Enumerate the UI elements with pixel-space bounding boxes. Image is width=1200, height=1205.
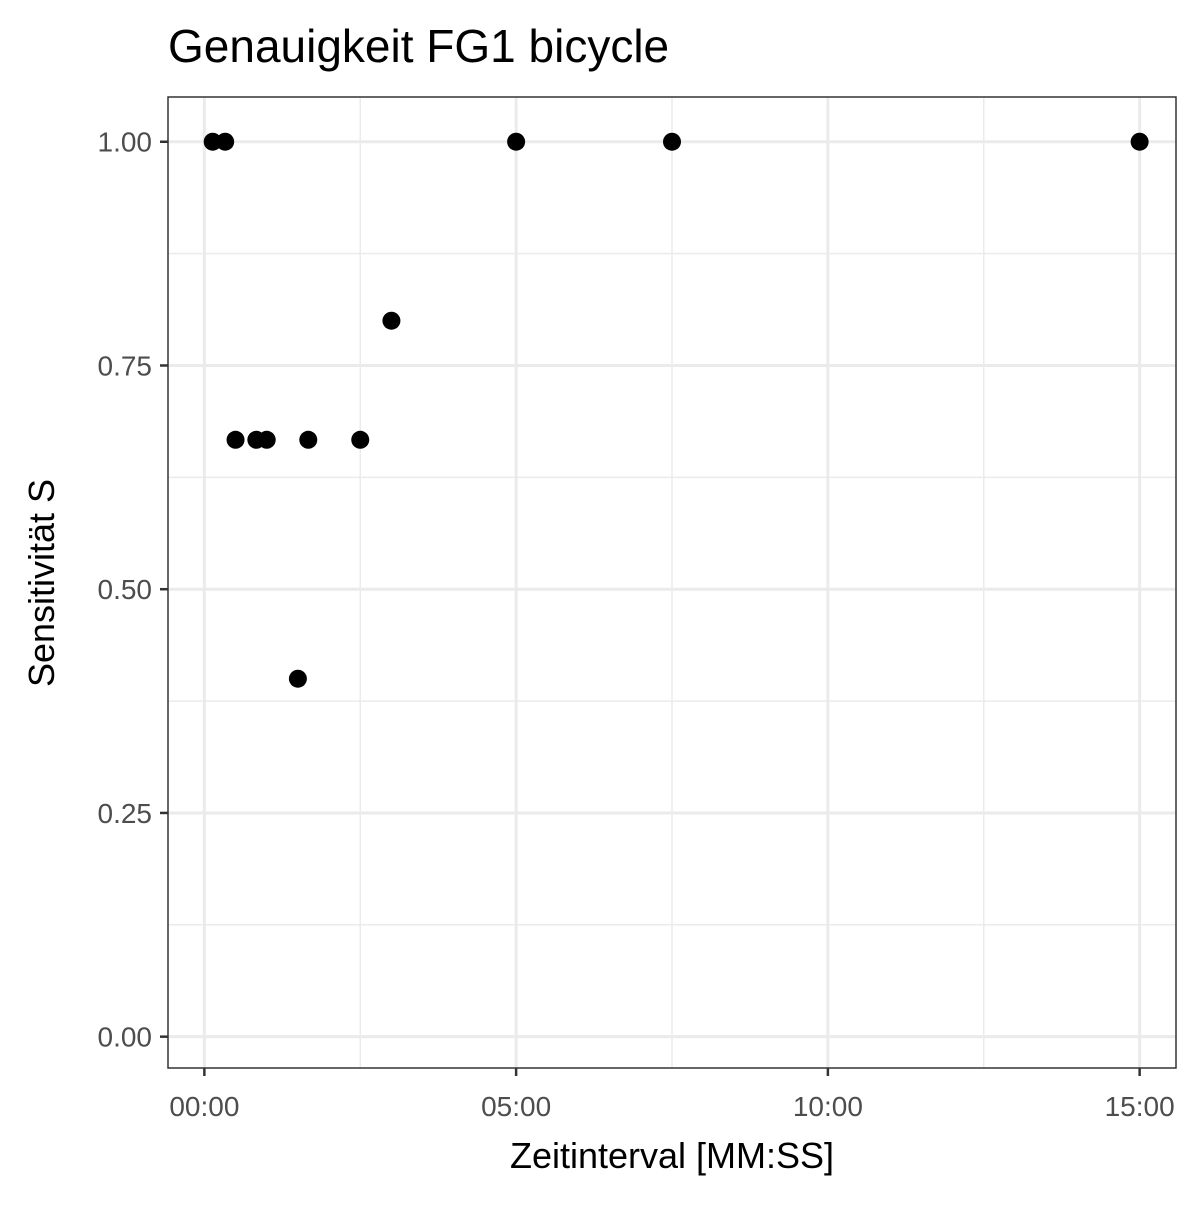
data-point <box>507 132 526 151</box>
x-axis-ticks: 00:00 05:00 10:00 15:00 <box>169 1068 1175 1122</box>
x-tick-label: 15:00 <box>1105 1091 1175 1122</box>
data-point <box>226 430 245 449</box>
data-point <box>351 430 370 449</box>
data-point <box>203 132 222 151</box>
major-gridlines <box>168 97 1176 1068</box>
data-points <box>203 132 1149 688</box>
x-tick-label: 00:00 <box>169 1091 239 1122</box>
chart-title: Genauigkeit FG1 bicycle <box>168 20 669 72</box>
data-point <box>216 132 235 151</box>
x-tick-label: 05:00 <box>481 1091 551 1122</box>
y-axis-title: Sensitivität S <box>21 479 62 687</box>
data-point <box>663 132 681 151</box>
panel-border <box>167 96 1177 1069</box>
y-tick-label: 1.00 <box>98 127 153 158</box>
y-tick-label: 0.50 <box>98 574 153 605</box>
y-tick-label: 0.75 <box>98 350 153 381</box>
y-axis-ticks: 0.00 0.25 0.50 0.75 1.00 <box>98 127 168 1053</box>
x-tick-label: 10:00 <box>793 1091 863 1122</box>
x-axis-title: Zeitinterval [MM:SS] <box>510 1135 834 1176</box>
data-point <box>299 430 318 449</box>
data-point <box>288 669 307 688</box>
data-point <box>257 430 276 449</box>
data-point <box>1130 132 1149 151</box>
data-point <box>382 311 401 330</box>
y-tick-label: 0.00 <box>98 1022 153 1053</box>
y-tick-label: 0.25 <box>98 798 153 829</box>
minor-gridlines <box>168 97 1176 1068</box>
